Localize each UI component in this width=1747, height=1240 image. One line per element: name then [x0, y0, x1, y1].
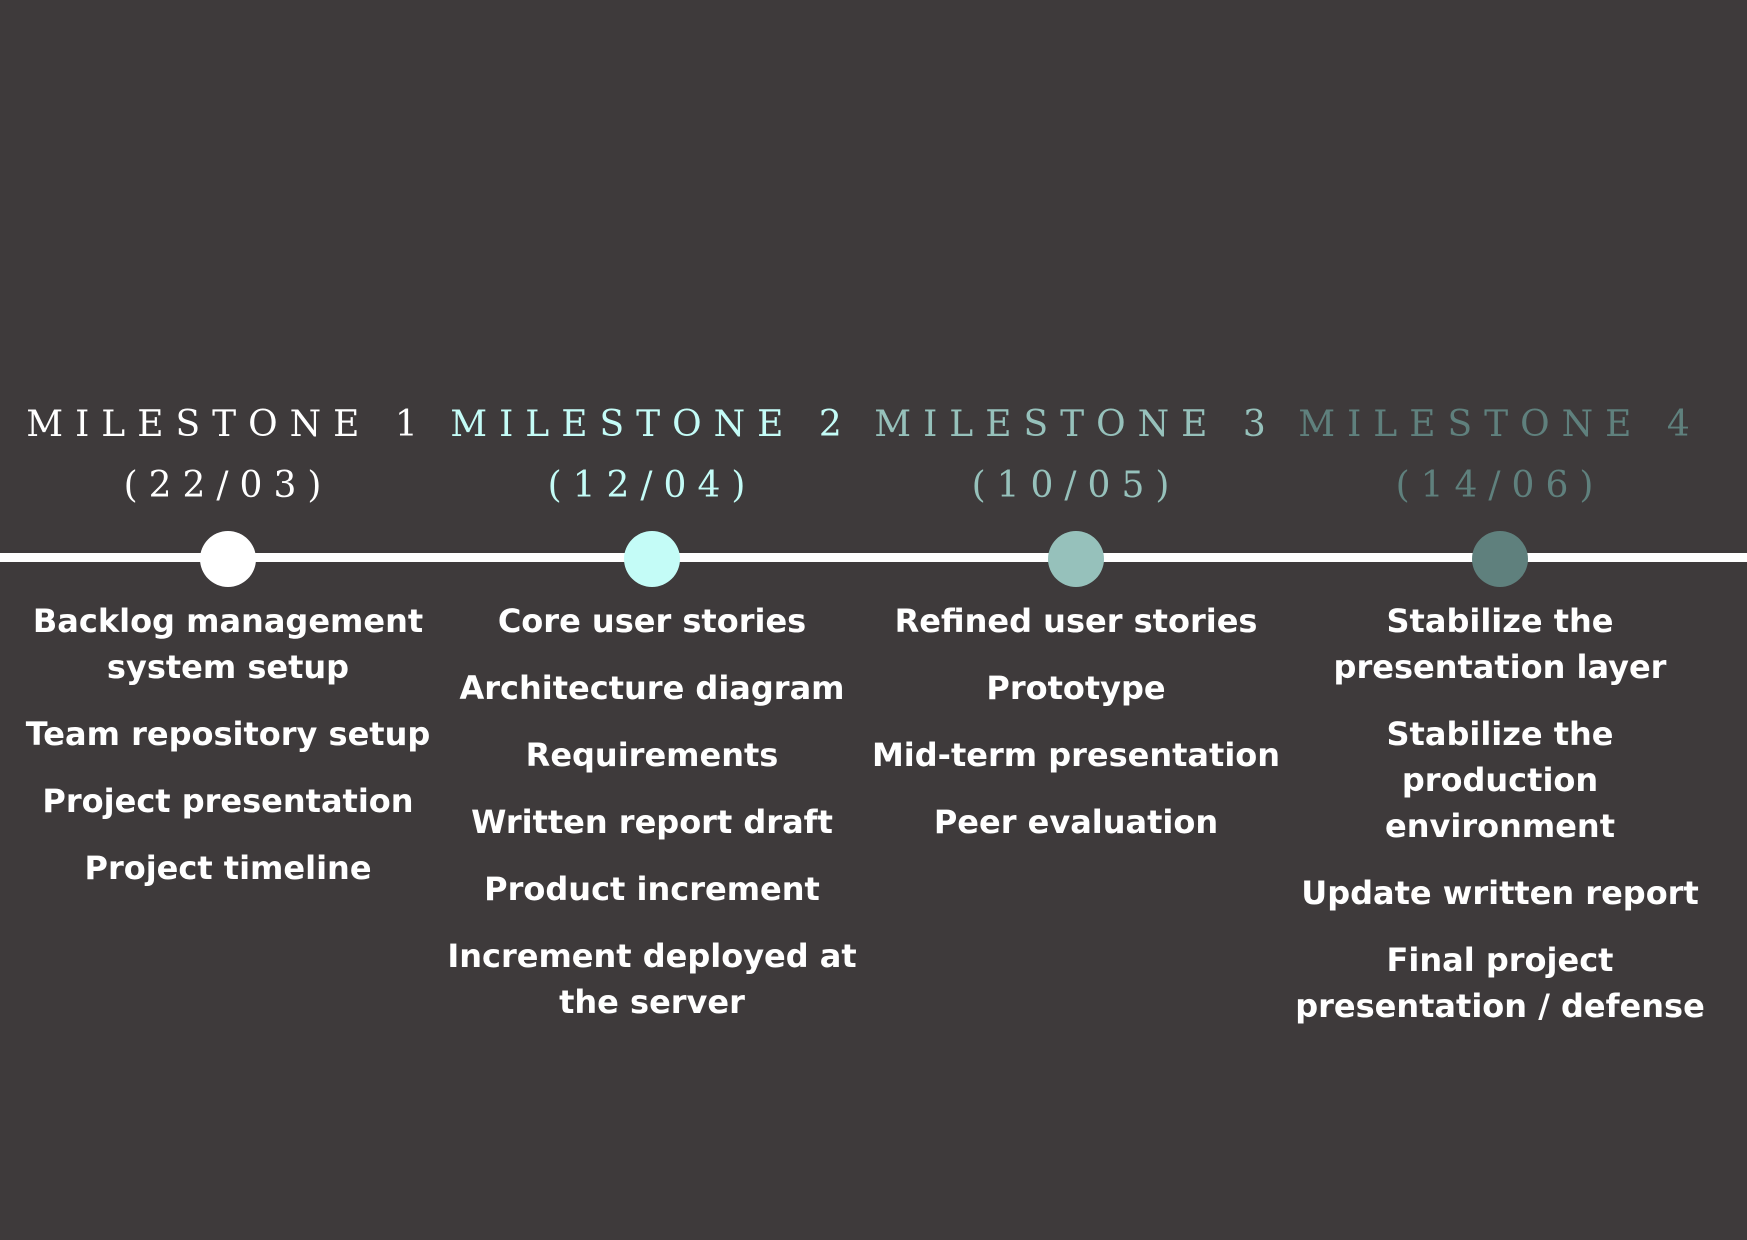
milestone-title: MILESTONE 4: [1298, 404, 1702, 445]
milestone-marker: [1048, 531, 1104, 587]
task-item: Mid-term presentation: [871, 736, 1281, 774]
task-item: Architecture diagram: [459, 669, 845, 707]
timeline-axis-line: [0, 553, 1747, 562]
task-item: Final project presentation / defense: [1295, 941, 1705, 1025]
task-item: Core user stories: [497, 602, 807, 640]
milestone-3: MILESTONE 3 (10/05) Refined user stories…: [861, 0, 1291, 1240]
task-item: Team repository setup: [25, 715, 431, 753]
milestone-date: (12/04): [547, 465, 757, 506]
milestone-task-list: Stabilize the presentation layer Stabili…: [1290, 598, 1710, 1050]
milestone-4: MILESTONE 4 (14/06) Stabilize the presen…: [1285, 0, 1715, 1240]
milestone-title: MILESTONE 1: [26, 404, 430, 445]
milestone-marker: [200, 531, 256, 587]
task-item: Stabilize the presentation layer: [1333, 602, 1667, 686]
milestone-1: MILESTONE 1 (22/03) Backlog management s…: [13, 0, 443, 1240]
milestone-date: (22/03): [123, 465, 333, 506]
task-item: Project presentation: [42, 782, 414, 820]
task-item: Product increment: [484, 870, 820, 908]
milestone-task-list: Core user stories Architecture diagram R…: [442, 598, 862, 1046]
task-item: Prototype: [986, 669, 1166, 707]
milestone-title: MILESTONE 2: [450, 404, 854, 445]
milestone-2: MILESTONE 2 (12/04) Core user stories Ar…: [437, 0, 867, 1240]
task-item: Update written report: [1301, 874, 1699, 912]
milestone-task-list: Refined user stories Prototype Mid-term …: [866, 598, 1286, 866]
task-item: Peer evaluation: [933, 803, 1219, 841]
task-item: Refined user stories: [894, 602, 1258, 640]
milestone-task-list: Backlog management system setup Team rep…: [18, 598, 438, 912]
task-item: Project timeline: [84, 849, 372, 887]
task-item: Backlog management system setup: [32, 602, 424, 686]
task-item: Increment deployed at the server: [447, 937, 857, 1021]
task-item: Written report draft: [471, 803, 833, 841]
milestone-marker: [624, 531, 680, 587]
milestone-title: MILESTONE 3: [874, 404, 1278, 445]
task-item: Requirements: [525, 736, 779, 774]
milestone-date: (10/05): [971, 465, 1181, 506]
task-item: Stabilize the production environment: [1385, 715, 1615, 845]
milestone-date: (14/06): [1395, 465, 1605, 506]
milestone-marker: [1472, 531, 1528, 587]
